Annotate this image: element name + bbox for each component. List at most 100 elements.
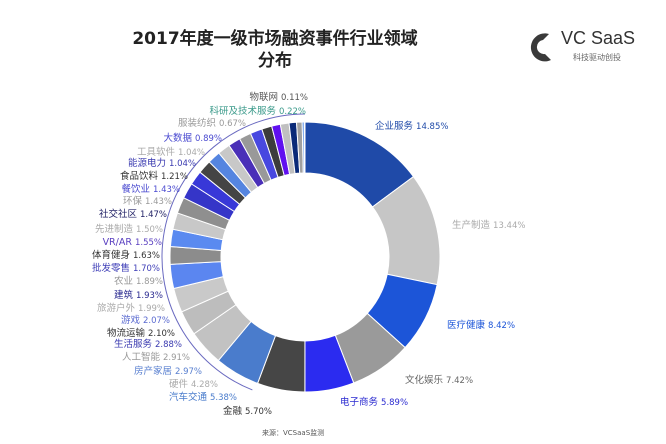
slice-label: 批发零售 1.70% xyxy=(92,263,160,275)
slice-value: 1.70% xyxy=(132,264,160,274)
slice-name: 社交社区 xyxy=(98,209,140,220)
slice-label: 生活服务 2.88% xyxy=(114,339,182,351)
slice-name: VR/AR xyxy=(102,237,135,248)
slice-name: 电子商务 xyxy=(340,397,382,408)
leader-ring xyxy=(161,113,306,391)
slice-name: 体育健身 xyxy=(91,250,133,261)
slice-value: 1.47% xyxy=(139,210,167,220)
slice-name: 金融 xyxy=(222,406,245,417)
slice-name: 物联网 xyxy=(249,92,281,103)
logo-c-icon xyxy=(530,33,551,62)
slice-name: 汽车交通 xyxy=(168,392,210,403)
slice-value: 2.97% xyxy=(174,367,202,377)
slice-29 xyxy=(303,121,306,174)
slice-name: 大数据 xyxy=(163,133,195,144)
slice-label: 企业服务 14.85% xyxy=(375,121,448,133)
slice-name: 能源电力 xyxy=(127,158,169,169)
slice-value: 0.67% xyxy=(218,119,246,129)
slice-value: 5.70% xyxy=(244,407,272,417)
slice-name: 游戏 xyxy=(120,315,143,326)
slice-value: 1.99% xyxy=(137,304,165,314)
slice-value: 1.93% xyxy=(135,291,163,301)
slice-name: 房产家居 xyxy=(133,366,175,377)
slice-value: 14.85% xyxy=(416,122,449,132)
slice-label: 旅游户外 1.99% xyxy=(97,303,165,315)
slice-name: 建筑 xyxy=(113,290,136,301)
logo-tagline: 科技驱动创投 xyxy=(573,53,621,62)
slice-label: 体育健身 1.63% xyxy=(92,250,160,262)
slice-value: 1.89% xyxy=(135,277,163,287)
slice-name: 人工智能 xyxy=(121,352,163,363)
slice-value: 2.91% xyxy=(162,353,190,363)
slice-name: 环保 xyxy=(122,196,145,207)
slice-label: 金融 5.70% xyxy=(223,406,272,418)
slice-label: 建筑 1.93% xyxy=(114,290,163,302)
slice-value: 13.44% xyxy=(493,221,526,231)
slice-label: 工具软件 1.04% xyxy=(137,147,205,159)
slice-label: 房产家居 2.97% xyxy=(134,366,202,378)
slice-label: 文化娱乐 7.42% xyxy=(405,375,473,387)
slice-value: 0.11% xyxy=(280,93,308,103)
slice-label: 社交社区 1.47% xyxy=(99,209,167,221)
slice-name: 硬件 xyxy=(168,379,191,390)
slice-value: 1.04% xyxy=(177,148,205,158)
slice-label: 汽车交通 5.38% xyxy=(169,392,237,404)
slice-label: 物流运输 2.10% xyxy=(107,328,175,340)
vc-saas-logo: VC SaaS 科技驱动创投 xyxy=(525,28,636,70)
logo-name: VC SaaS xyxy=(561,28,636,48)
slice-name: 先进制造 xyxy=(94,224,136,235)
source-note: 来源：VCSaaS监测 xyxy=(262,429,325,437)
slice-value: 1.63% xyxy=(132,251,160,261)
slice-label: VR/AR 1.55% xyxy=(103,237,162,249)
slice-name: 工具软件 xyxy=(136,147,178,158)
slice-label: 服装纺织 0.67% xyxy=(178,118,246,130)
slice-label: 先进制造 1.50% xyxy=(95,224,163,236)
slice-name: 生产制造 xyxy=(452,220,494,231)
slice-name: 餐饮业 xyxy=(121,184,153,195)
slice-name: 企业服务 xyxy=(375,121,417,132)
slice-label: 生产制造 13.44% xyxy=(452,220,525,232)
slice-label: 环保 1.43% xyxy=(123,196,172,208)
slice-value: 1.04% xyxy=(168,159,196,169)
slice-value: 2.10% xyxy=(147,329,175,339)
slice-value: 1.43% xyxy=(152,185,180,195)
slice-label: 大数据 0.89% xyxy=(163,133,222,145)
chart-title: 2017年度一级市场融资事件行业领域分布 xyxy=(132,29,418,71)
slice-label: 游戏 2.07% xyxy=(121,315,170,327)
slice-value: 1.43% xyxy=(144,197,172,207)
slice-value: 0.89% xyxy=(194,134,222,144)
slice-label: 电子商务 5.89% xyxy=(340,397,408,409)
slice-name: 文化娱乐 xyxy=(405,375,447,386)
slice-value: 5.89% xyxy=(381,398,409,408)
slice-value: 8.42% xyxy=(488,321,516,331)
slice-name: 物流运输 xyxy=(106,328,148,339)
slice-label: 能源电力 1.04% xyxy=(128,158,196,170)
slice-name: 医疗健康 xyxy=(447,320,489,331)
slice-value: 5.38% xyxy=(209,393,237,403)
slice-value: 1.55% xyxy=(134,238,162,248)
slice-value: 2.07% xyxy=(142,316,170,326)
slice-name: 科研及技术服务 xyxy=(209,106,279,117)
slice-name: 批发零售 xyxy=(91,263,133,274)
slice-label: 科研及技术服务 0.22% xyxy=(209,106,306,118)
slice-label: 物联网 0.11% xyxy=(249,92,308,104)
slice-name: 生活服务 xyxy=(113,339,155,350)
slice-name: 农业 xyxy=(113,276,136,287)
slice-name: 服装纺织 xyxy=(177,118,219,129)
slice-label: 医疗健康 8.42% xyxy=(447,320,515,332)
slice-value: 4.28% xyxy=(190,380,218,390)
slice-value: 0.22% xyxy=(278,107,306,117)
slice-value: 1.21% xyxy=(160,172,188,182)
slice-value: 2.88% xyxy=(154,340,182,350)
slice-label: 硬件 4.28% xyxy=(169,379,218,391)
slice-label: 人工智能 2.91% xyxy=(122,352,190,364)
slice-label: 食品饮料 1.21% xyxy=(120,171,188,183)
slice-value: 1.50% xyxy=(135,225,163,235)
slice-label: 餐饮业 1.43% xyxy=(121,184,180,196)
slice-name: 食品饮料 xyxy=(119,171,161,182)
slice-value: 7.42% xyxy=(446,376,474,386)
slice-name: 旅游户外 xyxy=(96,303,138,314)
slice-label: 农业 1.89% xyxy=(114,276,163,288)
